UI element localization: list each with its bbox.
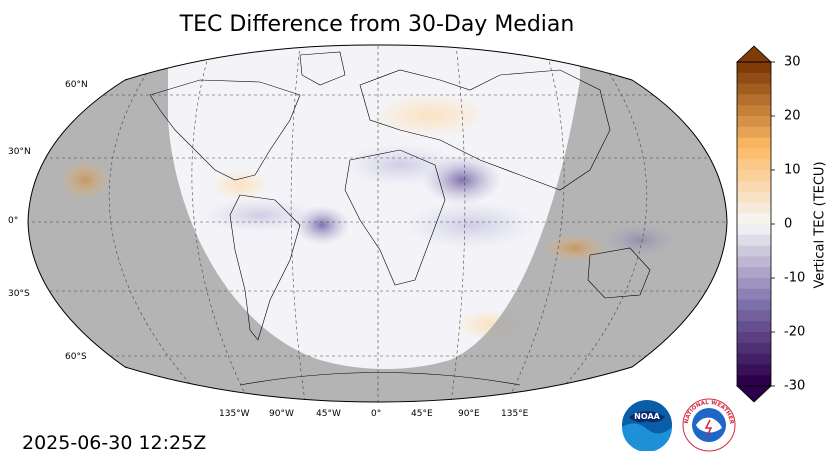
colorbar-tick-label: 20 [784, 108, 801, 124]
colorbar-segment [737, 256, 771, 268]
colorbar [735, 45, 775, 403]
lon-label-90w: 90°W [269, 409, 294, 419]
graticule [28, 44, 727, 403]
colorbar-segment [737, 191, 771, 203]
colorbar-segment [737, 332, 771, 344]
lon-label-45w: 45°W [316, 409, 341, 419]
globe-outline [27, 44, 728, 403]
colorbar-segment [737, 72, 771, 85]
noaa-logo-text: NOAA [634, 412, 660, 421]
colorbar-segment [737, 234, 771, 247]
colorbar-segment [737, 126, 771, 139]
lat-label-60n: 60°N [65, 80, 88, 90]
anomaly-positive [370, 93, 490, 137]
colorbar-segment [737, 267, 771, 279]
colorbar-segment [737, 62, 771, 74]
colorbar-segment [737, 148, 771, 160]
colorbar-segment [737, 288, 771, 301]
anomaly-negative [600, 222, 680, 258]
colorbar-segment [737, 202, 771, 214]
colorbar-segment [737, 321, 771, 333]
lon-label-135w: 135°W [219, 409, 250, 419]
colorbar-segment [737, 94, 771, 106]
nws-logo-icon: NATIONAL WEATHER SERVICE [682, 398, 736, 452]
anomaly-negative [200, 197, 320, 233]
colorbar-tick-label: -10 [784, 270, 806, 286]
colorbar-tick-label: 0 [784, 216, 793, 232]
colorbar-segment [737, 170, 771, 182]
colorbar-segment [737, 375, 771, 387]
colorbar-segment [737, 116, 771, 128]
colorbar-segment [737, 180, 771, 193]
colorbar-segment [737, 310, 771, 322]
colorbar-tick-label: -30 [784, 378, 806, 394]
colorbar-segment [737, 278, 771, 290]
lon-label-45e: 45°E [411, 409, 433, 419]
colorbar-tick-label: 30 [784, 54, 801, 70]
anomaly-positive [545, 234, 605, 262]
timestamp: 2025-06-30 12:25Z [22, 432, 207, 454]
lon-label-135e: 135°E [501, 409, 529, 419]
colorbar-tick-label: -20 [784, 324, 806, 340]
globe-fill [28, 44, 727, 403]
coastlines [149, 51, 651, 386]
colorbar-segment [737, 105, 771, 117]
anomaly-negative [340, 143, 460, 187]
lat-label-30s: 30°S [8, 289, 30, 299]
colorbar-segment [737, 213, 771, 225]
colorbar-segment [737, 245, 771, 257]
colorbar-segment [737, 342, 771, 355]
colorbar-segment [737, 364, 771, 376]
colorbar-segment [737, 159, 771, 171]
lat-label-60s: 60°S [65, 352, 87, 362]
lat-label-30n: 30°N [8, 147, 31, 157]
colorbar-tick-label: 10 [784, 162, 801, 178]
anomaly-negative [400, 200, 540, 250]
colorbar-segment [737, 83, 771, 95]
anomaly-positive [210, 170, 270, 200]
map-title: TEC Difference from 30-Day Median [179, 12, 575, 37]
night-shade [28, 44, 727, 403]
noaa-logo-icon: NOAA [622, 400, 672, 451]
colorbar-min-arrow [735, 385, 773, 403]
lon-label-90e: 90°E [458, 409, 480, 419]
anomaly-positive [60, 160, 110, 200]
colorbar-max-arrow [735, 45, 773, 63]
colorbar-label: Vertical TEC (TECU) [812, 161, 828, 289]
colorbar-segment [737, 137, 771, 149]
lon-label-0: 0° [371, 409, 382, 419]
colorbar-segment [737, 224, 771, 236]
colorbar-segment [737, 353, 771, 365]
lat-label-0: 0° [8, 216, 19, 226]
colorbar-segment [737, 299, 771, 311]
